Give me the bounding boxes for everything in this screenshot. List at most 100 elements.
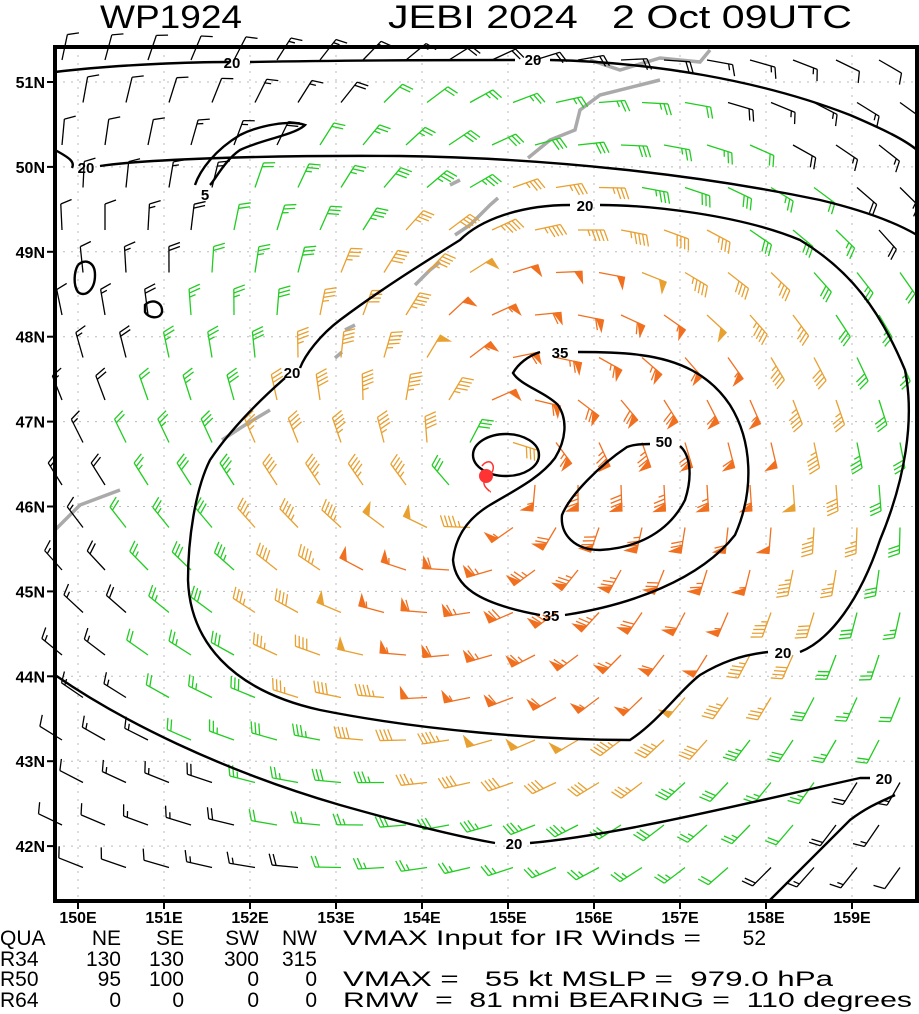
barb-staff [813, 186, 836, 204]
barb-feather [801, 548, 813, 554]
wind-barb [820, 569, 837, 599]
barb-feather [115, 413, 125, 424]
barb-half-feather [154, 595, 158, 602]
barb-feather [226, 367, 237, 376]
barb-staff [82, 76, 89, 103]
barb-feather [822, 288, 830, 300]
barb-feather [56, 282, 68, 291]
barb-feather [221, 456, 230, 467]
barb-feather [859, 380, 869, 390]
wind-barb [60, 198, 72, 231]
wind-barb [878, 229, 897, 260]
barb-feather [883, 633, 896, 637]
lon-tick-label: 153E [317, 910, 355, 927]
wind-barb [200, 410, 214, 443]
barb-feather [807, 459, 819, 467]
barb-feather [876, 116, 880, 128]
barb-feather [529, 181, 538, 191]
barb-staff [405, 126, 426, 146]
barb-feather [446, 604, 453, 616]
barb-feather [784, 290, 791, 302]
barb-half-feather [370, 217, 377, 221]
barb-flag [462, 734, 476, 748]
barb-staff [340, 331, 345, 358]
barb-feather [683, 748, 696, 755]
barb-half-feather [474, 653, 480, 660]
barb-staff [805, 612, 815, 638]
barb-feather [142, 848, 145, 861]
barb-feather [506, 823, 516, 834]
barb-feather [545, 828, 556, 838]
barb-staff [577, 141, 604, 146]
barb-feather [197, 500, 205, 512]
barb-half-feather [491, 867, 497, 874]
barb-feather [200, 410, 210, 420]
wind-barb [598, 186, 630, 200]
wind-barb [405, 371, 423, 401]
barb-feather [287, 506, 294, 518]
wind-barb [144, 283, 156, 316]
barb-feather [809, 155, 813, 168]
barb-feather [254, 722, 257, 735]
barb-half-feather [565, 575, 572, 579]
barb-feather [290, 37, 303, 42]
barb-half-feather [851, 157, 855, 164]
wind-barb [331, 410, 346, 443]
wind-barb [654, 866, 686, 884]
wind-barb [305, 453, 321, 486]
wind-barb [256, 542, 278, 571]
barb-feather [341, 726, 346, 739]
barb-feather [770, 677, 783, 680]
barb-feather [268, 853, 273, 866]
barb-feather [834, 114, 838, 127]
barb-feather [484, 780, 493, 791]
barb-feather [266, 78, 279, 82]
wind-barb [208, 719, 235, 741]
barb-feather [307, 456, 316, 468]
barb-flag [613, 706, 630, 717]
barb-feather [750, 710, 762, 714]
barb-feather [633, 833, 644, 842]
barb-half-feather [810, 451, 817, 457]
barb-feather [595, 318, 599, 331]
barb-half-feather [225, 467, 231, 474]
wind-barb [792, 144, 817, 170]
barb-feather [334, 417, 345, 426]
wind-barb [697, 867, 729, 886]
barb-feather [290, 811, 295, 823]
barb-feather [492, 89, 502, 99]
barb-feather [245, 36, 258, 40]
barb-staff [644, 739, 665, 759]
barb-flag [686, 587, 703, 596]
wind-barb [313, 680, 342, 699]
barb-staff [362, 290, 373, 316]
barb-feather [727, 242, 731, 254]
lat-tick-label: 45N [16, 584, 45, 601]
barb-half-feather [625, 786, 632, 792]
barb-feather [397, 249, 410, 254]
wind-barb [362, 207, 389, 231]
barb-feather [425, 419, 437, 426]
barb-feather [746, 716, 758, 721]
barb-feather [425, 732, 432, 743]
barb-feather [333, 122, 346, 127]
barb-staff [835, 399, 846, 425]
wind-barb [610, 866, 643, 883]
barb-half-feather [827, 583, 834, 586]
barb-feather [460, 380, 472, 384]
wind-barb [395, 773, 428, 786]
barb-feather [745, 795, 758, 801]
barb-feather [513, 571, 525, 579]
barb-half-feather [86, 635, 91, 642]
barb-half-feather [542, 614, 549, 619]
rmw-bearing-text: RMW = 81 nmi BEARING = 110 degrees [343, 989, 912, 1012]
barb-feather [851, 467, 863, 475]
barb-feather [507, 222, 518, 232]
barb-feather [361, 771, 367, 783]
barb-feather [424, 126, 436, 134]
barb-feather [595, 142, 602, 154]
wind-barb [37, 802, 63, 826]
wind-barb [469, 257, 500, 274]
barb-feather [332, 410, 342, 419]
wind-barb [321, 498, 342, 528]
